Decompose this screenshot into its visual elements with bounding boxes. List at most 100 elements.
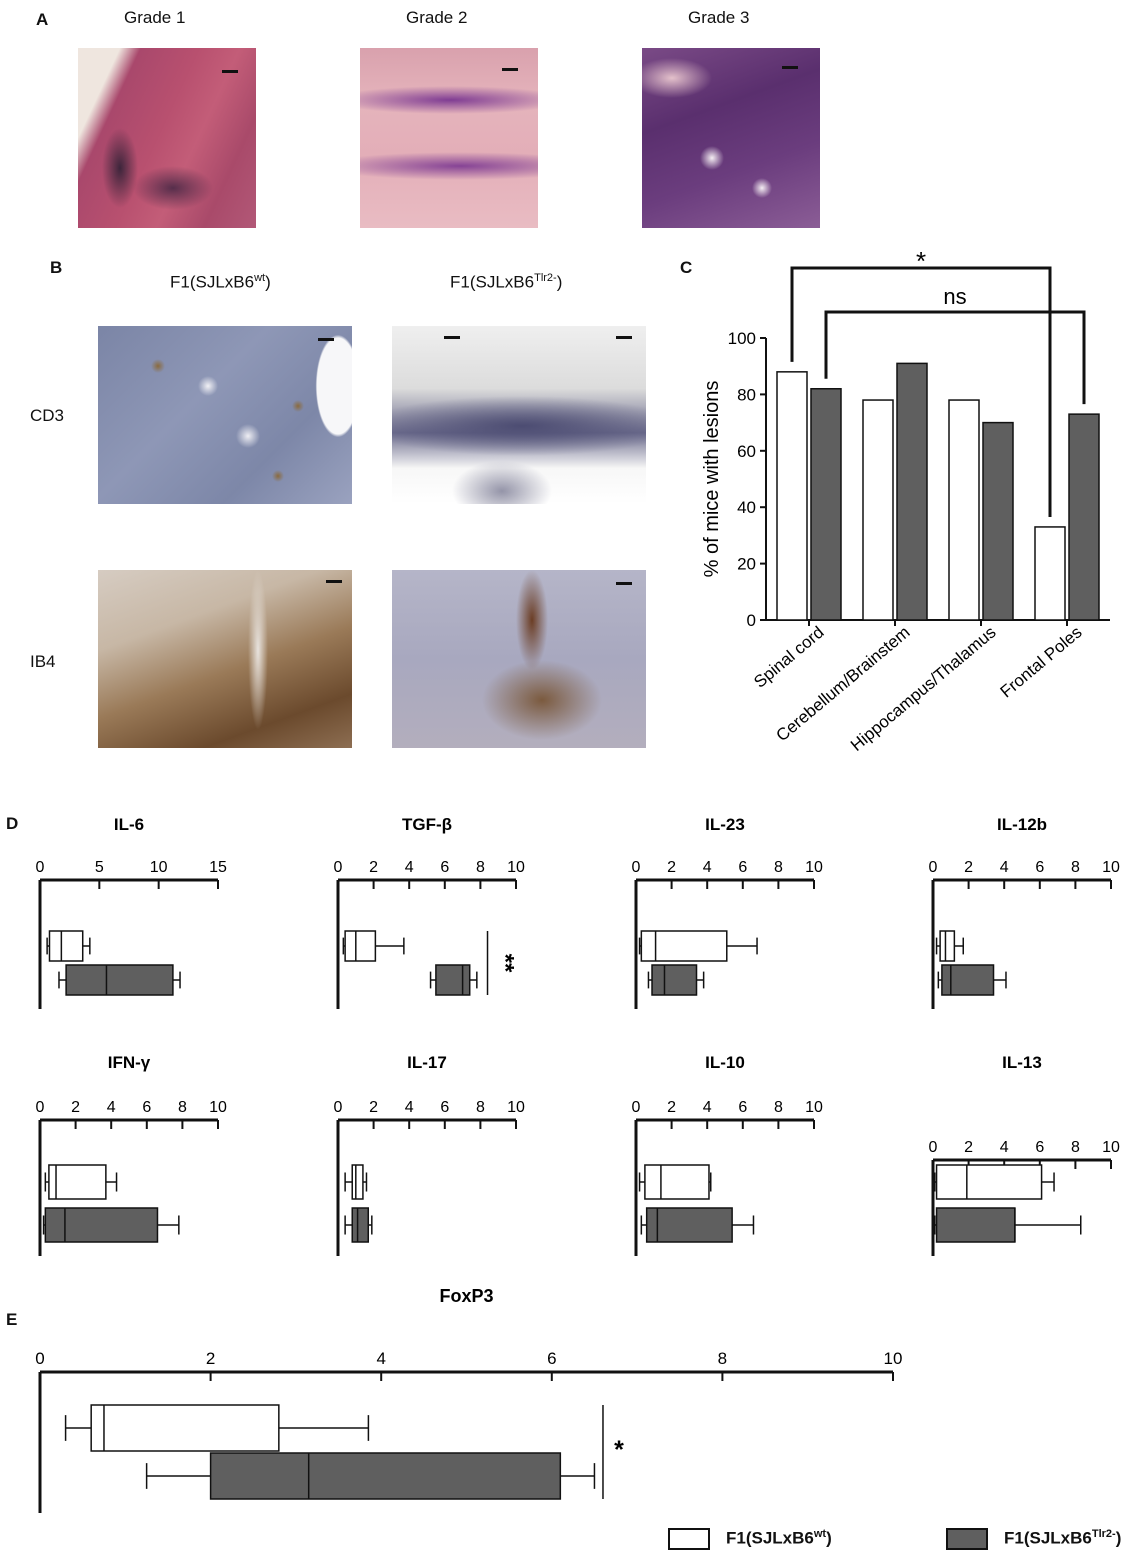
- ib4-row-label: IB4: [30, 652, 56, 671]
- x-tick-label: 8: [1071, 1139, 1080, 1156]
- ib4-wt-micrograph: [98, 570, 352, 748]
- x-tick-label: 8: [178, 1099, 187, 1116]
- x-tick-label: 6: [738, 859, 747, 876]
- ko-column-header: F1(SJLxB6Tlr2-): [450, 272, 562, 293]
- y-tick-label: 20: [737, 555, 756, 574]
- box-ko: [435, 964, 471, 996]
- panel-e-letter: E: [6, 1310, 18, 1329]
- grade-2-label: Grade 2: [406, 8, 468, 27]
- grade-1-label: Grade 1: [124, 8, 186, 27]
- plot-title: IL-12b: [997, 815, 1047, 834]
- lesion-chart-annotations: * ns: [790, 246, 1086, 517]
- bar-ko: [896, 362, 928, 621]
- x-tick-label: 10: [1102, 859, 1120, 876]
- grade-2-micrograph: [360, 48, 538, 228]
- x-tick-label: 2: [964, 859, 973, 876]
- bar-wt: [948, 399, 980, 621]
- x-tick-label: 8: [774, 859, 783, 876]
- foxp3-box-plot: FoxP3 0 2 4 6 8 10 *: [35, 1286, 903, 1513]
- x-tick-label: 8: [476, 1099, 485, 1116]
- box-wt: [90, 1404, 280, 1452]
- x-tick-label: 4: [107, 1099, 116, 1116]
- ko-column-close: ): [556, 272, 563, 292]
- box-ko: [209, 1452, 562, 1500]
- cytokine-plot: IL-6 0 5 10 15: [36, 815, 227, 1009]
- x-tick-label: 4: [376, 1349, 385, 1368]
- significance-label: **: [492, 954, 519, 973]
- grade-1-micrograph: [78, 48, 256, 228]
- panel-b-letter: B: [50, 258, 63, 277]
- x-tick-label: 2: [964, 1139, 973, 1156]
- box-wt: [640, 930, 728, 962]
- x-tick-label: 4: [703, 859, 712, 876]
- x-tick-label: 10: [805, 859, 823, 876]
- box-wt: [644, 1164, 710, 1200]
- x-tick-label: Hippocampus/Thalamus: [847, 623, 1000, 755]
- x-tick-label: 0: [929, 859, 938, 876]
- plot-title: FoxP3: [439, 1286, 493, 1306]
- cytokine-plot: IL-12b 0 2 4 6 8 10: [929, 815, 1120, 1009]
- x-tick-label: 0: [35, 1349, 44, 1368]
- y-tick-label: 40: [737, 498, 756, 517]
- x-tick-label: 2: [206, 1349, 215, 1368]
- x-tick-label: 2: [71, 1099, 80, 1116]
- plot-title: IL-23: [705, 815, 745, 834]
- significance-label: *: [916, 246, 926, 276]
- cytokine-plot: IL-13 0 2 4 6 8 10: [929, 1053, 1120, 1256]
- x-tick-label: 0: [334, 859, 343, 876]
- lesion-chart-bars: [776, 362, 1100, 621]
- significance-label: ns: [943, 284, 966, 309]
- ko-column-sup: Tlr2-: [534, 272, 557, 284]
- box-ko: [44, 1207, 159, 1243]
- x-tick-label: 6: [1035, 859, 1044, 876]
- legend-wt-swatch: [668, 1528, 710, 1551]
- x-tick-label: 10: [507, 1099, 525, 1116]
- x-tick-label: Frontal Poles: [997, 623, 1086, 702]
- x-tick-label: 2: [369, 1099, 378, 1116]
- x-tick-label: 8: [718, 1349, 727, 1368]
- plot-title: IL-6: [114, 815, 144, 834]
- panel-a-letter: A: [36, 10, 49, 29]
- x-tick-label: 6: [738, 1099, 747, 1116]
- x-tick-label: 6: [440, 1099, 449, 1116]
- grade-3-micrograph: [642, 48, 820, 228]
- significance-bracket: [790, 266, 1052, 517]
- bar-wt: [862, 399, 894, 621]
- y-axis-title: % of mice with lesions: [701, 381, 723, 578]
- x-tick-label: 5: [95, 859, 104, 876]
- legend-wt-close: ): [826, 1528, 832, 1548]
- x-tick-label: 0: [929, 1139, 938, 1156]
- x-tick-label: 2: [667, 859, 676, 876]
- x-tick-label: 10: [805, 1099, 823, 1116]
- plot-title: TGF-β: [402, 815, 452, 834]
- box-ko: [941, 964, 995, 996]
- x-tick-label: Spinal cord: [750, 623, 827, 692]
- x-tick-label: 4: [703, 1099, 712, 1116]
- ko-column-label: F1(SJLxB6: [450, 272, 535, 292]
- box-wt: [48, 930, 84, 962]
- x-tick-label: 0: [36, 859, 45, 876]
- cd3-ko-micrograph: [392, 326, 646, 504]
- x-tick-label: 6: [440, 859, 449, 876]
- box-ko: [935, 1207, 1016, 1243]
- cytokine-plot: IL-17 0 2 4 6 8 10: [334, 1053, 525, 1256]
- legend-wt-label: F1(SJLxB6: [726, 1528, 814, 1548]
- bar-wt: [776, 371, 808, 621]
- legend-ko-close: ): [1115, 1528, 1122, 1548]
- box-wt: [344, 930, 377, 962]
- y-tick-label: 0: [747, 611, 756, 630]
- x-tick-label: 10: [507, 859, 525, 876]
- cytokine-plot: IL-10 0 2 4 6 8 10: [632, 1053, 823, 1256]
- x-tick-label: 10: [884, 1349, 903, 1368]
- legend-ko: F1(SJLxB6Tlr2-): [946, 1528, 1122, 1551]
- x-tick-label: 4: [405, 859, 414, 876]
- cd3-wt-micrograph: [98, 326, 352, 504]
- wt-column-label: F1(SJLxB6: [170, 272, 255, 292]
- box-wt: [351, 1164, 364, 1200]
- cd3-row-label: CD3: [30, 406, 65, 425]
- x-tick-label: 10: [209, 1099, 227, 1116]
- x-tick-label: 6: [1035, 1139, 1044, 1156]
- y-tick-label: 60: [737, 442, 756, 461]
- y-tick-label: 80: [737, 385, 756, 404]
